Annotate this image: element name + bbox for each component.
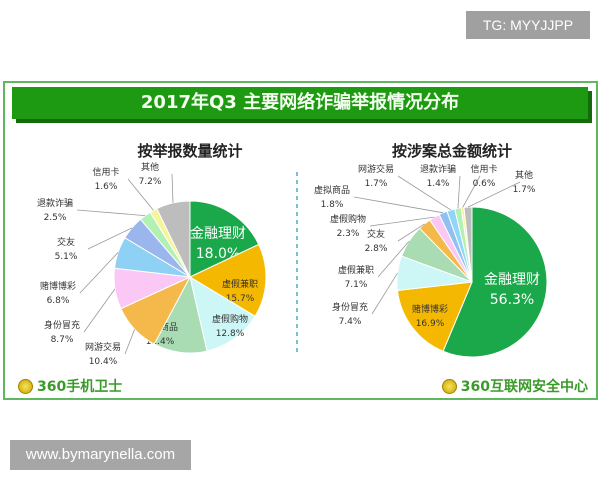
pie-slice	[188, 243, 267, 317]
leader-line	[397, 223, 425, 242]
chart-title: 2017年Q3 主要网络诈骗举报情况分布	[12, 87, 588, 119]
pie-slice	[442, 206, 548, 358]
pie-slice	[189, 275, 256, 352]
leader-line	[83, 288, 116, 333]
slice-label: 其他	[141, 161, 159, 173]
slice-label: 退款诈骗	[37, 197, 73, 209]
logo-360-security-center: 360互联网安全中心	[441, 376, 588, 396]
slice-label: 赌博博彩	[412, 303, 448, 315]
leader-line	[76, 209, 146, 216]
right-pie: 金融理财 56.3% 赌博博彩 16.9% 身份冒充 7.4% 虚假兼职 7.1% 交友 2.8%…	[314, 163, 548, 358]
leader-line	[457, 175, 461, 209]
leader-line	[397, 175, 452, 211]
slice-value-label: 16.9%	[416, 319, 445, 329]
slice-value-label: 2.8%	[365, 244, 388, 254]
watermark-bottom: www.bymarynella.com	[10, 440, 191, 470]
leader-line	[171, 173, 174, 203]
pie-slice	[189, 200, 260, 278]
360-logo-icon	[441, 378, 457, 394]
slice-label: 虚假购物	[330, 213, 366, 225]
slice-value-label: 0.6%	[473, 179, 496, 189]
slice-value-label: 8.7%	[51, 335, 74, 345]
slice-label: 虚假购物	[212, 313, 248, 325]
slice-label: 网游交易	[85, 341, 121, 353]
left-pie: 金融理财18.0%虚假兼职15.7%虚假购物12.8%虚拟商品11.4%网游交易…	[37, 161, 267, 367]
leader-line	[371, 272, 398, 315]
leader-line	[462, 175, 481, 208]
leader-line	[467, 181, 521, 208]
leader-line	[79, 252, 119, 294]
slice-label: 金融理财	[190, 226, 246, 242]
slice-value-label: 1.6%	[95, 182, 118, 192]
slice-label: 退款诈骗	[420, 163, 456, 175]
slice-label: 赌博博彩	[40, 280, 76, 292]
slice-label: 网游交易	[358, 163, 394, 175]
logo-360-mobile: 360手机卫士	[18, 376, 122, 396]
slice-value-label: 7.4%	[339, 317, 362, 327]
slice-label: 虚假兼职	[222, 278, 258, 290]
left-chart-title: 按举报数量统计	[137, 142, 242, 160]
slice-value-label: 2.5%	[44, 213, 67, 223]
watermark-top: TG: MYYJJPP	[466, 11, 590, 39]
slice-value-label: 5.1%	[55, 252, 78, 262]
slice-label: 交友	[367, 228, 385, 240]
360-logo-icon	[18, 378, 33, 394]
slice-label: 金融理财	[484, 272, 540, 288]
slice-value-label: 1.8%	[321, 200, 344, 210]
slice-label: 信用卡	[92, 166, 119, 178]
logo-left-text: 360手机卫士	[37, 379, 123, 395]
leader-line	[353, 196, 444, 214]
slice-label: 信用卡	[470, 163, 497, 175]
slice-label: 身份冒充	[44, 319, 80, 331]
leader-line	[377, 240, 410, 278]
slice-label: 交友	[57, 236, 75, 248]
right-chart-title: 按涉案总金额统计	[392, 142, 512, 160]
slice-value-label: 2.3%	[337, 229, 360, 239]
leader-line	[87, 227, 133, 250]
slice-label: 身份冒充	[332, 301, 368, 313]
leader-line	[124, 328, 136, 355]
leader-line	[127, 178, 154, 211]
logo-right-text: 360互联网安全中心	[460, 379, 588, 395]
slice-value-label: 11.4%	[146, 337, 175, 347]
slice-value-label: 1.4%	[427, 179, 450, 189]
slice-value-label: 1.7%	[365, 179, 388, 189]
slice-label: 虚拟商品	[314, 184, 350, 196]
slice-label: 其他	[515, 169, 533, 181]
slice-value-label: 56.3%	[490, 292, 534, 308]
pie-slice	[396, 281, 473, 352]
slice-label: 虚假兼职	[338, 264, 374, 276]
slice-value-label: 1.7%	[513, 185, 536, 195]
infographic-frame	[3, 81, 598, 400]
slice-value-label: 10.4%	[89, 357, 118, 367]
slice-value-label: 7.2%	[139, 177, 162, 187]
slice-value-label: 12.8%	[216, 329, 245, 339]
pie-slice	[156, 200, 191, 278]
slice-value-label: 15.7%	[226, 294, 255, 304]
leader-line	[369, 216, 435, 227]
slice-value-label: 6.8%	[47, 296, 70, 306]
slice-value-label: 7.1%	[345, 280, 368, 290]
